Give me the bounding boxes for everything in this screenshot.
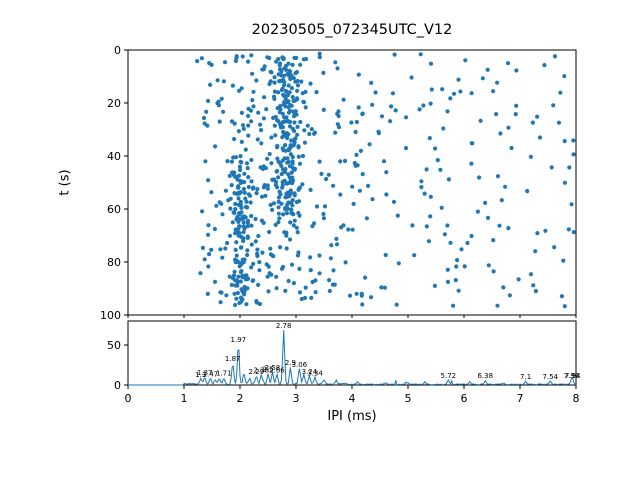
peak-annotation: 2.9 [285, 359, 296, 367]
scatter-y-tick-label: 0 [114, 44, 121, 57]
peak-annotation: 5.72 [441, 372, 457, 380]
scatter-y-tick-label: 40 [107, 150, 121, 163]
peak-annotation: 2.29 [248, 368, 264, 376]
peak-annotation: 2.66 [269, 366, 285, 374]
peak-annotation: 1.97 [231, 336, 247, 344]
scatter-y-tick-label: 20 [107, 97, 121, 110]
histogram-y-tick-label: 0 [114, 379, 121, 392]
peak-annotation: 3.24 [302, 368, 318, 376]
x-tick-label: 5 [405, 392, 412, 405]
peak-annotation: 7.1 [520, 373, 531, 381]
peak-annotation: 2.38 [253, 366, 269, 374]
peak-annotation: 7.94 [565, 372, 581, 380]
peak-annotation: 2.58 [265, 364, 281, 372]
peak-annotation: 1.3 [195, 371, 206, 379]
x-tick-label: 7 [517, 392, 524, 405]
peak-annotation: 3.34 [307, 370, 323, 378]
peak-annotation: 1.37 [197, 369, 213, 377]
histogram-line [128, 330, 577, 386]
peak-annotation: 1.71 [216, 370, 232, 378]
peak-annotation: 7.54 [542, 373, 558, 381]
chart-title: 20230505_072345UTC_V12 [251, 22, 453, 38]
x-tick-label: 6 [461, 392, 468, 405]
scatter-y-tick-label: 80 [107, 256, 121, 269]
x-tick-label: 4 [349, 392, 356, 405]
peak-annotation: 3.06 [292, 361, 308, 369]
x-tick-label: 0 [125, 392, 132, 405]
peak-annotation: 2.78 [276, 322, 292, 330]
scatter-y-tick-label: 60 [107, 203, 121, 216]
scatter-axes [127, 49, 577, 316]
x-axis-label: IPI (ms) [327, 409, 377, 424]
peak-annotation: 7.92 [564, 372, 580, 380]
x-tick-label: 1 [181, 392, 188, 405]
peak-annotation: 2.5 [262, 366, 273, 374]
x-tick-label: 3 [293, 392, 300, 405]
scatter-y-tick-label: 100 [100, 309, 121, 322]
tick-labels: 0 20 40 60 80 100 0 50 0 1 2 3 4 5 6 7 8 [100, 44, 580, 405]
x-tick-label: 2 [237, 392, 244, 405]
x-tick-label: 8 [573, 392, 580, 405]
peak-annotation: 1.47 [203, 370, 219, 378]
y-axis-label: t (s) [57, 169, 73, 196]
histogram-y-tick-label: 50 [107, 339, 121, 352]
peak-annotations: 1.31.371.471.711.871.972.292.382.52.582.… [195, 322, 581, 381]
peak-annotation: 6.38 [477, 372, 493, 380]
peak-annotation: 1.87 [225, 355, 241, 363]
scatter-points [195, 51, 576, 309]
